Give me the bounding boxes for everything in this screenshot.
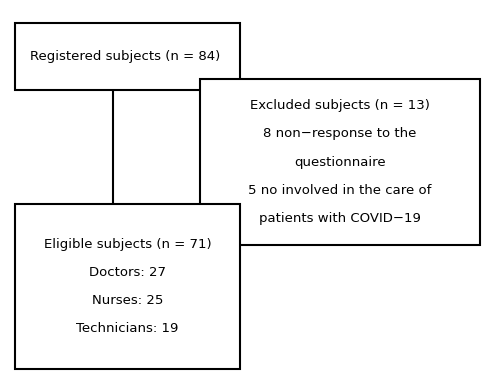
Text: Excluded subjects (n = 13): Excluded subjects (n = 13) bbox=[250, 99, 430, 112]
Text: Nurses: 25: Nurses: 25 bbox=[92, 294, 163, 307]
Text: Doctors: 27: Doctors: 27 bbox=[89, 266, 166, 279]
Text: Eligible subjects (n = 71): Eligible subjects (n = 71) bbox=[44, 238, 211, 251]
Text: Technicians: 19: Technicians: 19 bbox=[76, 322, 178, 336]
FancyBboxPatch shape bbox=[15, 23, 240, 90]
Text: questionnaire: questionnaire bbox=[294, 156, 386, 169]
FancyBboxPatch shape bbox=[15, 204, 240, 369]
FancyBboxPatch shape bbox=[200, 79, 480, 245]
Text: Registered subjects (n = 84): Registered subjects (n = 84) bbox=[30, 50, 220, 63]
Text: 5 no involved in the care of: 5 no involved in the care of bbox=[248, 184, 432, 197]
Text: patients with COVID−19: patients with COVID−19 bbox=[259, 212, 421, 225]
Text: 8 non−response to the: 8 non−response to the bbox=[264, 127, 416, 140]
